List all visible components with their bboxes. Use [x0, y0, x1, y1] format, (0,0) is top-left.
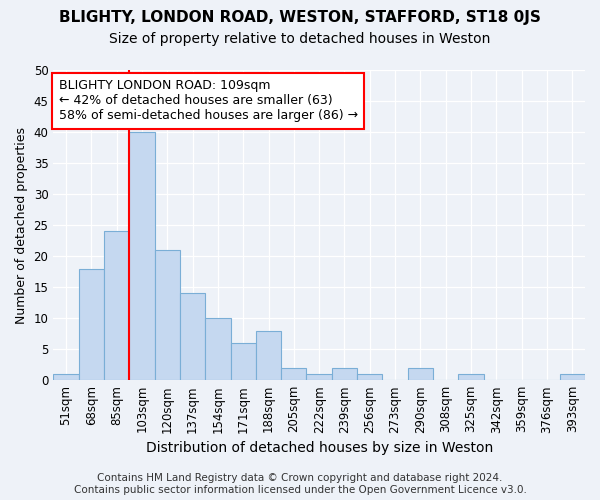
Y-axis label: Number of detached properties: Number of detached properties — [15, 126, 28, 324]
Text: BLIGHTY LONDON ROAD: 109sqm
← 42% of detached houses are smaller (63)
58% of sem: BLIGHTY LONDON ROAD: 109sqm ← 42% of det… — [59, 80, 358, 122]
X-axis label: Distribution of detached houses by size in Weston: Distribution of detached houses by size … — [146, 441, 493, 455]
Bar — [281, 368, 307, 380]
Bar — [230, 343, 256, 380]
Bar — [205, 318, 230, 380]
Text: Contains HM Land Registry data © Crown copyright and database right 2024.
Contai: Contains HM Land Registry data © Crown c… — [74, 474, 526, 495]
Bar — [104, 232, 129, 380]
Text: BLIGHTY, LONDON ROAD, WESTON, STAFFORD, ST18 0JS: BLIGHTY, LONDON ROAD, WESTON, STAFFORD, … — [59, 10, 541, 25]
Text: Size of property relative to detached houses in Weston: Size of property relative to detached ho… — [109, 32, 491, 46]
Bar — [53, 374, 79, 380]
Bar — [408, 368, 433, 380]
Bar — [307, 374, 332, 380]
Bar — [357, 374, 382, 380]
Bar — [155, 250, 180, 380]
Bar — [180, 294, 205, 380]
Bar — [79, 268, 104, 380]
Bar — [129, 132, 155, 380]
Bar — [560, 374, 585, 380]
Bar — [332, 368, 357, 380]
Bar — [256, 330, 281, 380]
Bar — [458, 374, 484, 380]
